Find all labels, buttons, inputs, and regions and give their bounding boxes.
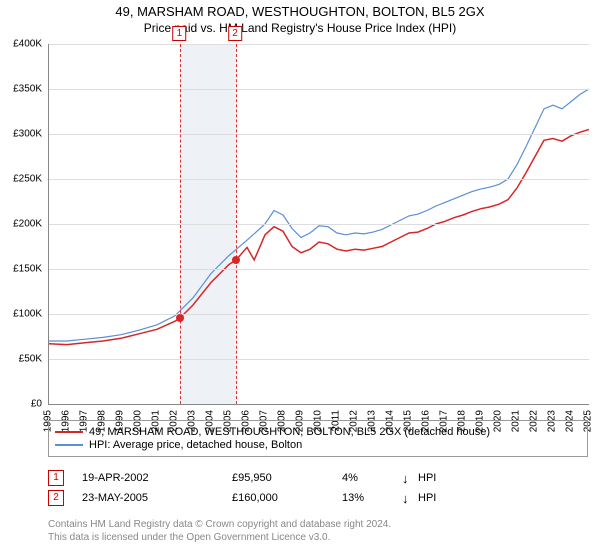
gridline-h <box>49 224 589 225</box>
legend-swatch <box>55 431 83 433</box>
gridline-h <box>49 89 589 90</box>
sale-vline <box>236 44 237 404</box>
sale-date: 19-APR-2002 <box>82 472 232 484</box>
y-axis-label: £250K <box>2 174 42 185</box>
sale-index-box: 2 <box>48 490 64 506</box>
y-axis-label: £100K <box>2 309 42 320</box>
series-hpi <box>49 89 589 341</box>
gridline-h <box>49 134 589 135</box>
y-axis-label: £150K <box>2 264 42 275</box>
sale-marker <box>232 256 240 264</box>
sale-row: 1 19-APR-2002£95,9504%↓HPI <box>48 470 436 486</box>
sale-hpi-suffix: HPI <box>418 472 436 484</box>
gridline-h <box>49 179 589 180</box>
sale-marker <box>176 314 184 322</box>
legend-item: 49, MARSHAM ROAD, WESTHOUGHTON, BOLTON, … <box>55 426 581 438</box>
sale-row: 2 23-MAY-2005£160,00013%↓HPI <box>48 490 436 506</box>
footer-attribution: Contains HM Land Registry data © Crown c… <box>48 518 391 544</box>
legend-label: HPI: Average price, detached house, Bolt… <box>89 439 302 451</box>
y-axis-label: £350K <box>2 84 42 95</box>
gridline-h <box>49 269 589 270</box>
sale-index-marker: 2 <box>228 26 242 41</box>
gridline-h <box>49 359 589 360</box>
gridline-h <box>49 314 589 315</box>
sale-hpi-suffix: HPI <box>418 492 436 504</box>
sale-pct: 13% <box>342 492 402 504</box>
legend-swatch <box>55 444 83 446</box>
series-price_paid <box>49 130 589 345</box>
sale-vline <box>180 44 181 404</box>
sale-price: £95,950 <box>232 472 342 484</box>
sale-index-box: 1 <box>48 470 64 486</box>
sale-price: £160,000 <box>232 492 342 504</box>
sale-date: 23-MAY-2005 <box>82 492 232 504</box>
down-arrow-icon: ↓ <box>402 491 418 506</box>
plot-region <box>48 44 589 405</box>
footer-line1: Contains HM Land Registry data © Crown c… <box>48 518 391 531</box>
chart-area: £0£50K£100K£150K£200K£250K£300K£350K£400… <box>48 44 588 404</box>
y-axis-label: £300K <box>2 129 42 140</box>
sale-pct: 4% <box>342 472 402 484</box>
y-axis-label: £50K <box>2 354 42 365</box>
y-axis-label: £200K <box>2 219 42 230</box>
legend-label: 49, MARSHAM ROAD, WESTHOUGHTON, BOLTON, … <box>89 426 490 438</box>
legend-item: HPI: Average price, detached house, Bolt… <box>55 439 581 451</box>
footer-line2: This data is licensed under the Open Gov… <box>48 531 391 544</box>
down-arrow-icon: ↓ <box>402 471 418 486</box>
gridline-h <box>49 44 589 45</box>
y-axis-label: £400K <box>2 39 42 50</box>
chart-title-address: 49, MARSHAM ROAD, WESTHOUGHTON, BOLTON, … <box>0 4 600 19</box>
y-axis-label: £0 <box>2 399 42 410</box>
sales-table: 1 19-APR-2002£95,9504%↓HPI 2 23-MAY-2005£16… <box>48 466 436 510</box>
chart-subtitle: Price paid vs. HM Land Registry's House … <box>0 21 600 35</box>
sale-index-marker: 1 <box>173 26 187 41</box>
legend-box: 49, MARSHAM ROAD, WESTHOUGHTON, BOLTON, … <box>48 420 588 457</box>
